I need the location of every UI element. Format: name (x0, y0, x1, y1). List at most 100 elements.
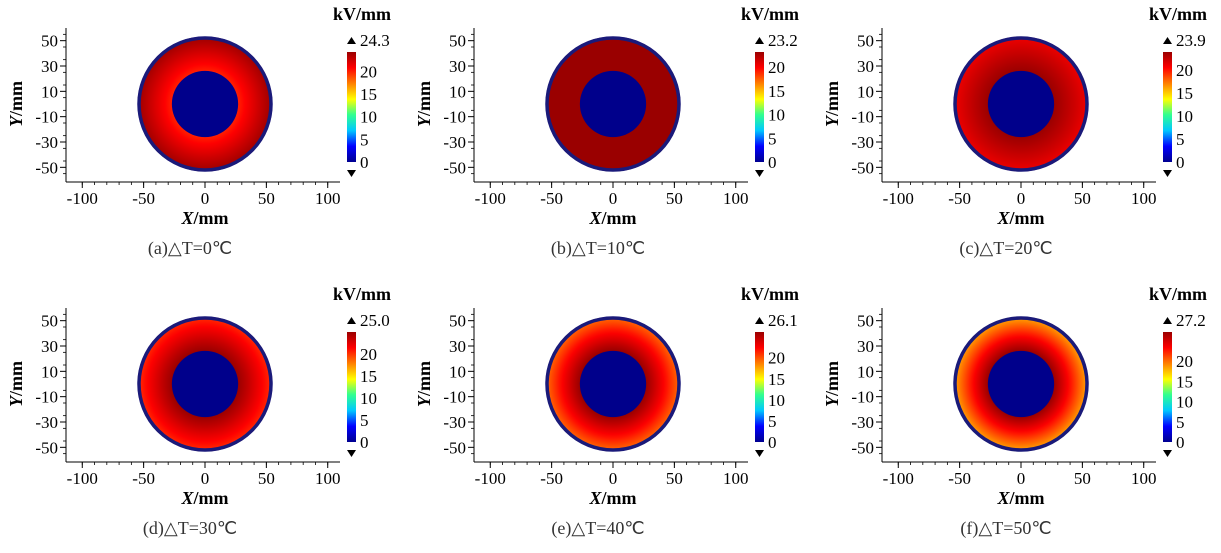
x-tick-label: 100 (723, 469, 749, 488)
heatmap-b: -100 -50 0 50 100503010-10-30-50X/mmY/mmkV/m… (414, 4, 799, 228)
colorbar-tick-label: 15 (768, 370, 785, 389)
x-tick-label: -50 (948, 189, 971, 208)
y-tick-label: 50 (449, 32, 466, 51)
y-tick-label: -50 (35, 438, 58, 457)
colorbar-min-arrow (347, 170, 356, 177)
x-tick-label: -50 (948, 469, 971, 488)
colorbar-tick-label: 15 (360, 85, 377, 104)
colorbar-tick-label: 15 (768, 82, 785, 101)
x-tick-label: 0 (609, 469, 618, 488)
y-tick-label: 10 (41, 362, 58, 381)
colorbar (1163, 52, 1172, 162)
y-tick-label: -10 (35, 108, 58, 127)
x-axis-label: X/mm (180, 488, 228, 508)
colorbar-tick-label: 0 (1176, 433, 1185, 452)
heatmap-d: -100 -50 0 50 100503010-10-30-50X/mmY/mmkV/m… (6, 284, 391, 508)
y-tick-label: -30 (851, 413, 874, 432)
colorbar-tick-label: 20 (768, 58, 785, 77)
colorbar-tick-label: 0 (1176, 153, 1185, 172)
y-tick-label: 30 (857, 57, 874, 76)
colorbar-tick-label: 15 (1176, 372, 1193, 391)
x-tick-label: 50 (666, 469, 683, 488)
colorbar-tick-label: 5 (1176, 413, 1185, 432)
x-axis-label: X/mm (996, 488, 1044, 508)
x-tick-label: -100 (67, 189, 98, 208)
y-tick-label: -10 (443, 388, 466, 407)
colorbar-tick-label: 20 (360, 345, 377, 364)
y-tick-label: 50 (41, 32, 58, 51)
panel-c: -100 -50 0 50 100 50 30 10 -10 -30 -50 X/mm Y/mm kV/m… (822, 0, 1221, 265)
x-tick-label: 50 (1074, 189, 1091, 208)
y-tick-label: 30 (41, 57, 58, 76)
colorbar-max-label: 23.2 (768, 31, 798, 50)
y-tick-label: 30 (41, 337, 58, 356)
colorbar-tick-label: 10 (1176, 107, 1193, 126)
colorbar-max-arrow (1163, 37, 1172, 44)
y-tick-label: -30 (35, 413, 58, 432)
x-tick-label: 0 (201, 469, 210, 488)
panel-d: -100 -50 0 50 100 50 30 10 -10 -30 -50 X/mm Y/mm kV/m… (6, 280, 410, 545)
colorbar-max-arrow (1163, 317, 1172, 324)
x-tick-label: 100 (1131, 469, 1157, 488)
y-tick-label: 10 (41, 82, 58, 101)
y-tick-label: -30 (35, 133, 58, 152)
sheath-outline (545, 36, 681, 172)
colorbar-max-label: 27.2 (1176, 311, 1206, 330)
x-tick-label: 0 (201, 189, 210, 208)
colorbar-min-arrow (755, 170, 764, 177)
colorbar-unit-label: kV/mm (333, 284, 391, 304)
x-tick-label: -100 (883, 189, 914, 208)
colorbar-tick-label: 5 (360, 411, 369, 430)
x-tick-label: 100 (315, 469, 341, 488)
panel-e: -100 -50 0 50 100 50 30 10 -10 -30 -50 X/mm Y/mm kV/m… (414, 280, 818, 545)
y-tick-label: 30 (449, 337, 466, 356)
colorbar (1163, 332, 1172, 442)
heatmap-e: -100 -50 0 50 100503010-10-30-50X/mmY/mmkV/m… (414, 284, 799, 508)
y-tick-label: -10 (35, 388, 58, 407)
colorbar (347, 52, 356, 162)
y-tick-label: -30 (851, 133, 874, 152)
heatmap-f: -100 -50 0 50 100503010-10-30-50X/mmY/mmkV/m… (822, 284, 1207, 508)
sheath-outline (953, 36, 1089, 172)
heatmap-a: -100 -50 0 50 100503010-10-30-50X/mmY/mmkV/m… (6, 4, 391, 228)
y-axis-label: Y/mm (414, 81, 434, 127)
colorbar (347, 332, 356, 442)
x-tick-label: -100 (883, 469, 914, 488)
y-tick-label: -50 (851, 158, 874, 177)
y-tick-label: -50 (443, 158, 466, 177)
colorbar-max-label: 26.1 (768, 311, 798, 330)
colorbar-max-arrow (755, 317, 764, 324)
colorbar-min-arrow (347, 450, 356, 457)
x-tick-label: -100 (67, 469, 98, 488)
x-tick-label: 50 (258, 469, 275, 488)
x-tick-label: -100 (475, 469, 506, 488)
colorbar-tick-label: 5 (768, 412, 777, 431)
y-tick-label: -30 (443, 413, 466, 432)
x-tick-label: -50 (132, 189, 155, 208)
colorbar-max-label: 24.3 (360, 31, 390, 50)
conductor-core (579, 70, 647, 138)
colorbar-max-arrow (755, 37, 764, 44)
colorbar-unit-label: kV/mm (1149, 284, 1207, 304)
colorbar-tick-label: 10 (360, 389, 377, 408)
colorbar-min-arrow (1163, 450, 1172, 457)
colorbar-tick-label: 5 (360, 130, 369, 149)
colorbar-unit-label: kV/mm (333, 4, 391, 24)
y-tick-label: -30 (443, 133, 466, 152)
caption-c: (c)△T=20℃ (959, 238, 1053, 258)
x-tick-label: -50 (132, 469, 155, 488)
colorbar-max-arrow (347, 37, 356, 44)
y-tick-label: 10 (449, 362, 466, 381)
panel-f: -100 -50 0 50 100 50 30 10 -10 -30 -50 X/mm Y/mm kV/m… (822, 280, 1221, 545)
x-tick-label: -100 (475, 189, 506, 208)
colorbar-tick-label: 15 (1176, 84, 1193, 103)
colorbar-tick-label: 0 (768, 433, 777, 452)
conductor-core (171, 70, 239, 138)
y-tick-label: 50 (41, 312, 58, 331)
panel-b: -100 -50 0 50 100 50 30 10 -10 -30 -50 X/mm Y/mm kV/m… (414, 0, 818, 265)
colorbar (755, 52, 764, 162)
x-axis-label: X/mm (996, 208, 1044, 228)
conductor-core (987, 70, 1055, 138)
x-tick-label: 100 (723, 189, 749, 208)
